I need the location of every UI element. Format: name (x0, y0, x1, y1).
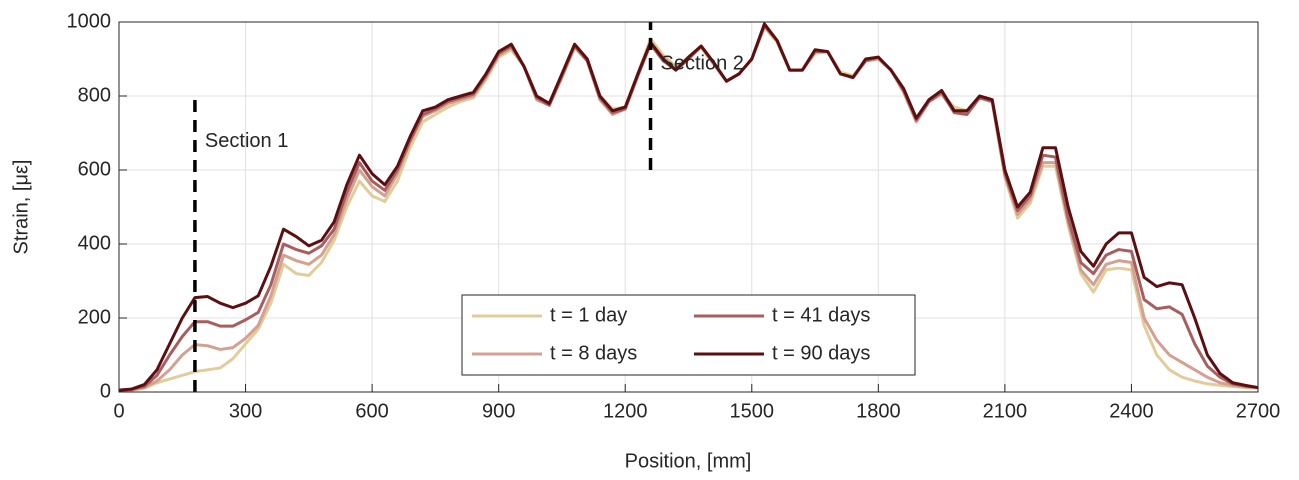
x-axis-label: Position, [mm] (625, 450, 752, 472)
y-tick-label: 800 (78, 84, 111, 106)
annotation: Section 1 (205, 130, 288, 152)
series-line (118, 22, 1259, 392)
y-tick-label: 0 (100, 380, 111, 402)
y-tick-label: 400 (78, 232, 111, 254)
x-tick-label: 2700 (1236, 400, 1281, 422)
x-tick-label: 300 (229, 400, 262, 422)
x-tick-label: 2400 (1109, 400, 1154, 422)
x-tick-label: 1500 (730, 400, 775, 422)
annotation: Section 2 (661, 52, 744, 74)
legend: t = 1 day t = 8 days t = 41 days t = 90 day… (461, 294, 916, 376)
y-tick-label: 600 (78, 158, 111, 180)
legend-box (461, 294, 916, 376)
x-tick-label: 1800 (856, 400, 901, 422)
x-tick-label: 1200 (603, 400, 648, 422)
y-tick-label: 200 (78, 306, 111, 328)
legend-label: t = 8 days (550, 342, 637, 364)
y-tick-label: 1000 (67, 10, 112, 32)
legend-label: t = 90 days (772, 342, 870, 364)
legend-label: t = 1 day (550, 304, 627, 326)
y-axis-label: Strain, [με] (10, 160, 32, 255)
x-tick-label: 900 (482, 400, 515, 422)
x-tick-label: 600 (355, 400, 388, 422)
plot-frame (118, 21, 1259, 393)
legend-label: t = 41 days (772, 304, 870, 326)
x-tick-label: 2100 (983, 400, 1028, 422)
x-tick-label: 0 (113, 400, 124, 422)
